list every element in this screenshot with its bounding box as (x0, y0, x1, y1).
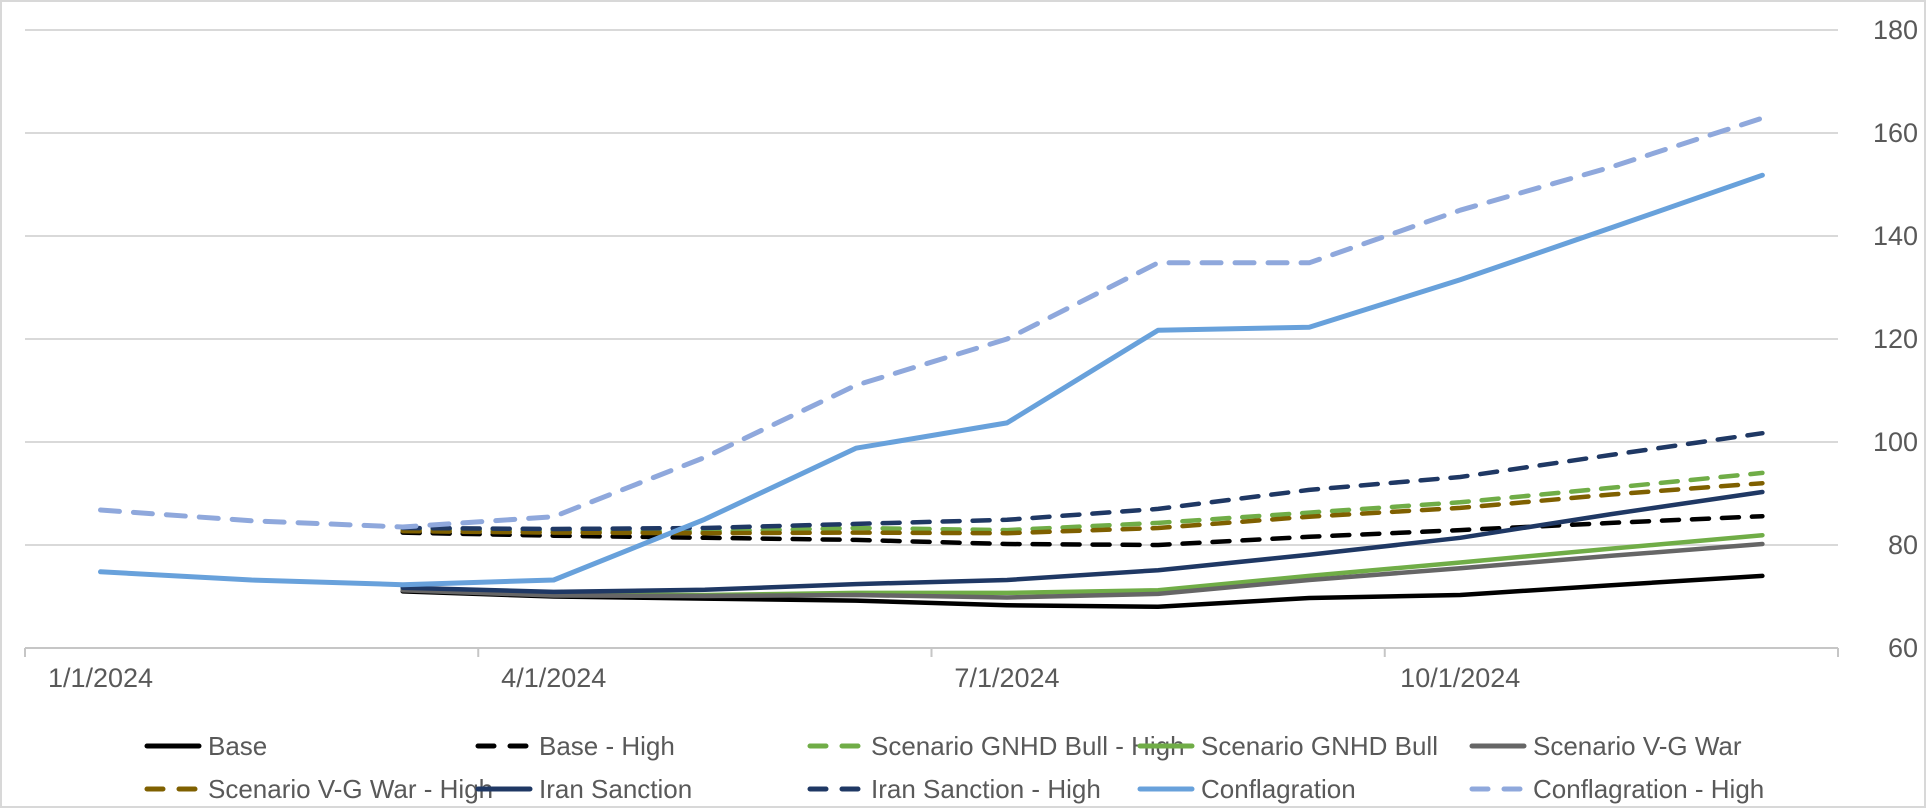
y-axis-label-140: 140 (1872, 221, 1918, 251)
y-axis-label-180: 180 (1872, 15, 1918, 45)
legend-swatch-dashed-line (475, 743, 533, 749)
series-line-conflagration[interactable] (98, 172, 1765, 588)
legend-swatch-dashed-line (807, 786, 865, 792)
legend-item-iran-sanction-high[interactable]: Iran Sanction - High (807, 773, 1101, 805)
legend-swatch-dashed-line (1469, 786, 1527, 792)
legend-swatch-solid-line (1137, 743, 1195, 749)
legend-item-conflagration[interactable]: Conflagration (1137, 773, 1356, 805)
legend-item-iran-sanction[interactable]: Iran Sanction (475, 773, 692, 805)
y-axis-label-160: 160 (1872, 118, 1918, 148)
legend-item-scenario-gnhd-bull-high[interactable]: Scenario GNHD Bull - High (807, 730, 1185, 762)
legend-label: Iran Sanction - High (871, 773, 1101, 804)
series-line-conflagration-high[interactable] (98, 115, 1765, 530)
legend-label: Conflagration (1201, 773, 1356, 804)
legend-label: Scenario GNHD Bull - High (871, 730, 1185, 761)
series-line-base-high[interactable] (400, 513, 1765, 548)
x-axis-label-4-1-2024: 4/1/2024 (501, 663, 607, 693)
legend-swatch-solid-line (144, 743, 202, 749)
legend-label: Scenario V-G War - High (208, 773, 494, 804)
legend-swatch-solid-line (1137, 786, 1195, 792)
y-axis-label-120: 120 (1872, 324, 1918, 354)
legend-label: Iran Sanction (539, 773, 693, 804)
series-line-scenario-v-g-war[interactable] (400, 541, 1765, 600)
y-axis-label-80: 80 (1887, 530, 1918, 560)
series-line-scenario-v-g-war-high[interactable] (400, 480, 1765, 536)
legend-swatch-dashed-line (144, 786, 202, 792)
legend-label: Scenario V-G War (1533, 730, 1742, 761)
y-axis-label-100: 100 (1872, 427, 1918, 457)
y-axis-label-60: 60 (1887, 633, 1918, 663)
series-line-iran-sanction-high[interactable] (400, 430, 1765, 532)
x-axis-label-7-1-2024: 7/1/2024 (954, 663, 1060, 693)
legend-item-conflagration-high[interactable]: Conflagration - High (1469, 773, 1764, 805)
legend-swatch-solid-line (1469, 743, 1527, 749)
x-axis-label-10-1-2024: 10/1/2024 (1400, 663, 1521, 693)
legend-item-scenario-gnhd-bull[interactable]: Scenario GNHD Bull (1137, 730, 1438, 762)
x-axis-label-1-1-2024: 1/1/2024 (47, 663, 154, 693)
legend-swatch-dashed-line (807, 743, 865, 749)
series-line-iran-sanction[interactable] (400, 489, 1765, 595)
legend-label: Base - High (539, 730, 675, 761)
legend-item-base-high[interactable]: Base - High (475, 730, 675, 762)
legend-item-scenario-v-g-war-high[interactable]: Scenario V-G War - High (144, 773, 493, 805)
legend-label: Conflagration - High (1533, 773, 1765, 804)
legend-swatch-solid-line (475, 786, 533, 792)
legend-label: Base (208, 730, 268, 761)
legend-label: Scenario GNHD Bull (1201, 730, 1438, 761)
legend-item-scenario-v-g-war[interactable]: Scenario V-G War (1469, 730, 1742, 762)
legend-item-base[interactable]: Base (144, 730, 267, 762)
